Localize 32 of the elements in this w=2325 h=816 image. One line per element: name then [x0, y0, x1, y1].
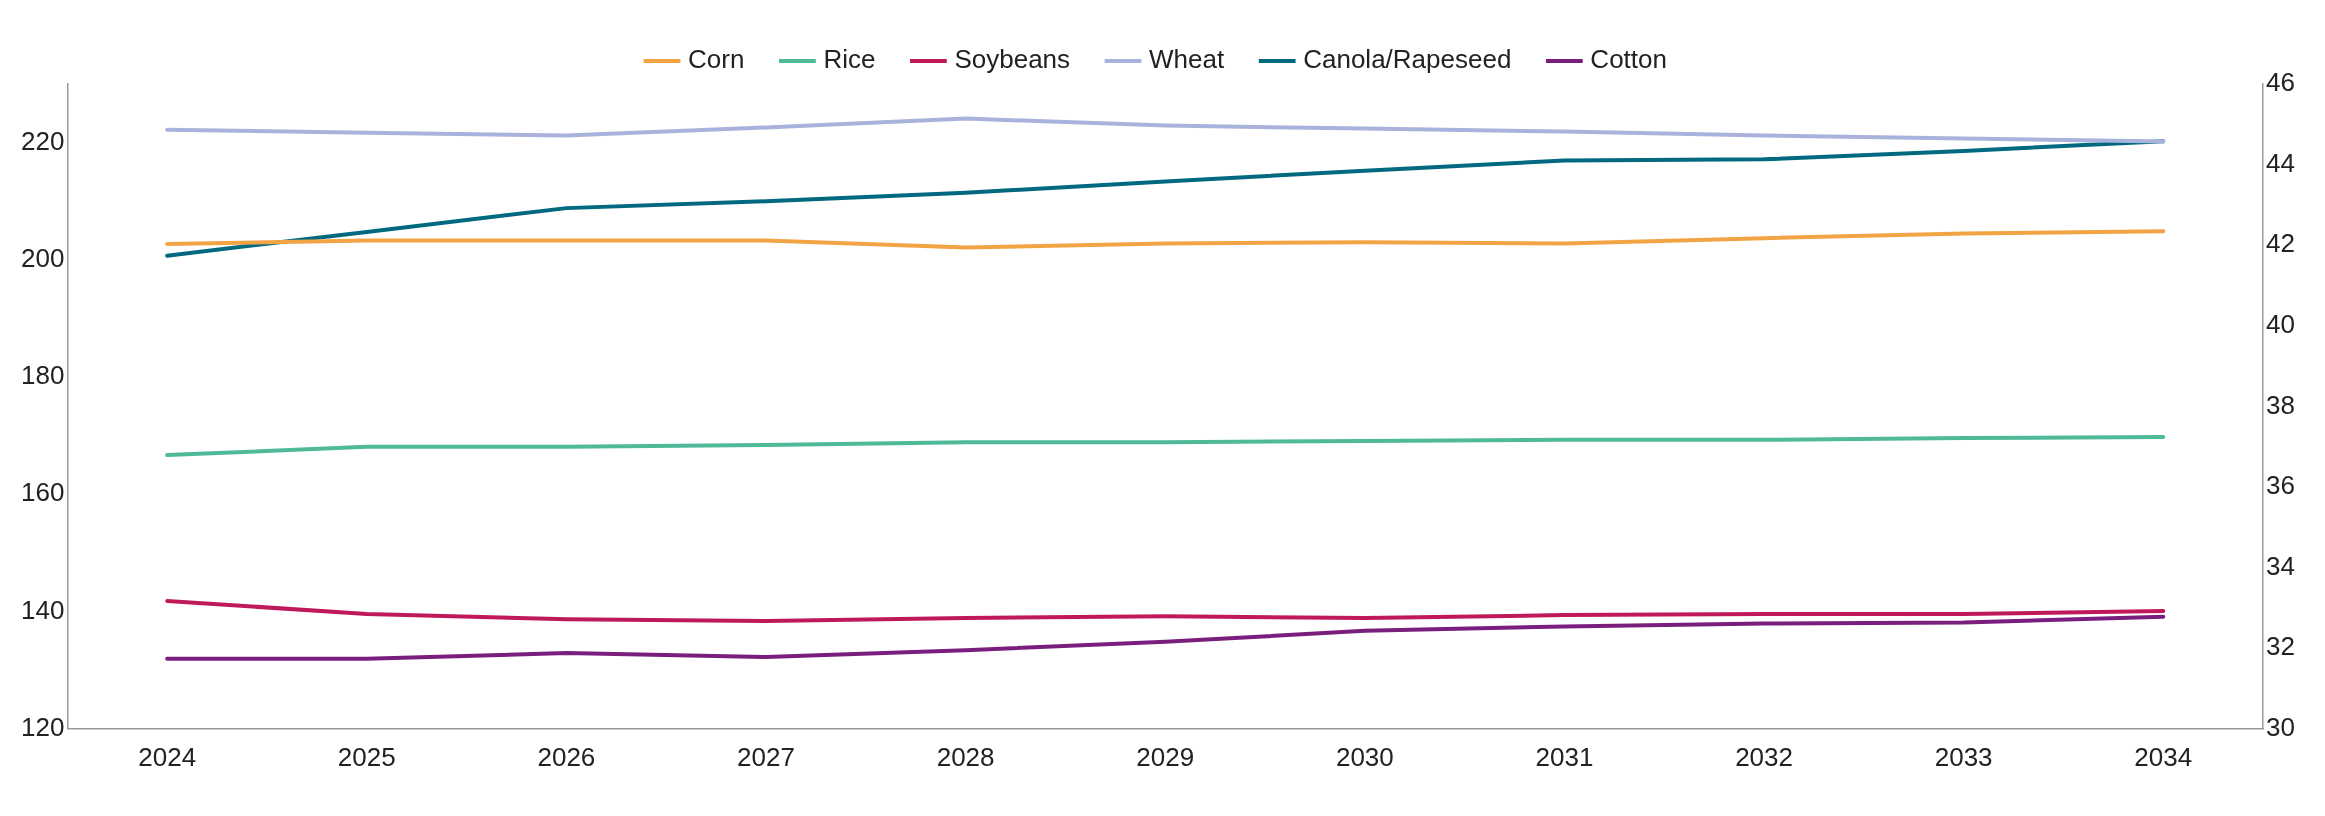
legend-label: Canola/Rapeseed [1303, 44, 1512, 75]
y2-tick-label: 36 [2266, 470, 2295, 501]
y2-tick-label: 40 [2266, 308, 2295, 339]
y-tick-label: 180 [20, 360, 65, 391]
x-tick-label: 2029 [1136, 741, 1195, 772]
y2-tick-label: 46 [2266, 67, 2295, 98]
legend-label: Wheat [1149, 44, 1225, 75]
x-tick-label: 2027 [737, 741, 795, 772]
y2-tick-label: 30 [2266, 711, 2295, 742]
legend-label: Corn [688, 44, 745, 75]
y-tick-label: 120 [20, 711, 65, 742]
y-tick-label: 160 [20, 477, 65, 508]
y-tick-label: 220 [20, 125, 65, 156]
x-tick-label: 2033 [1934, 741, 1993, 772]
legend-label: Rice [823, 44, 876, 75]
y-tick-label: 140 [20, 594, 65, 625]
x-tick-label: 2031 [1535, 741, 1594, 772]
y2-tick-label: 34 [2266, 550, 2295, 581]
y-tick-label: 200 [20, 243, 65, 274]
x-tick-label: 2026 [537, 741, 596, 772]
x-tick-label: 2024 [138, 741, 197, 772]
x-tick-label: 2032 [1735, 741, 1793, 772]
x-tick-label: 2025 [337, 741, 396, 772]
x-tick-label: 2034 [2134, 741, 2193, 772]
x-tick-label: 2030 [1335, 741, 1394, 772]
y2-tick-label: 32 [2266, 631, 2295, 662]
x-tick-label: 2028 [936, 741, 995, 772]
y2-tick-label: 42 [2266, 228, 2295, 259]
y2-tick-label: 38 [2266, 389, 2295, 420]
y2-tick-label: 44 [2266, 147, 2295, 178]
legend-label: Soybeans [954, 44, 1071, 75]
legend-label: Cotton [1590, 44, 1667, 75]
